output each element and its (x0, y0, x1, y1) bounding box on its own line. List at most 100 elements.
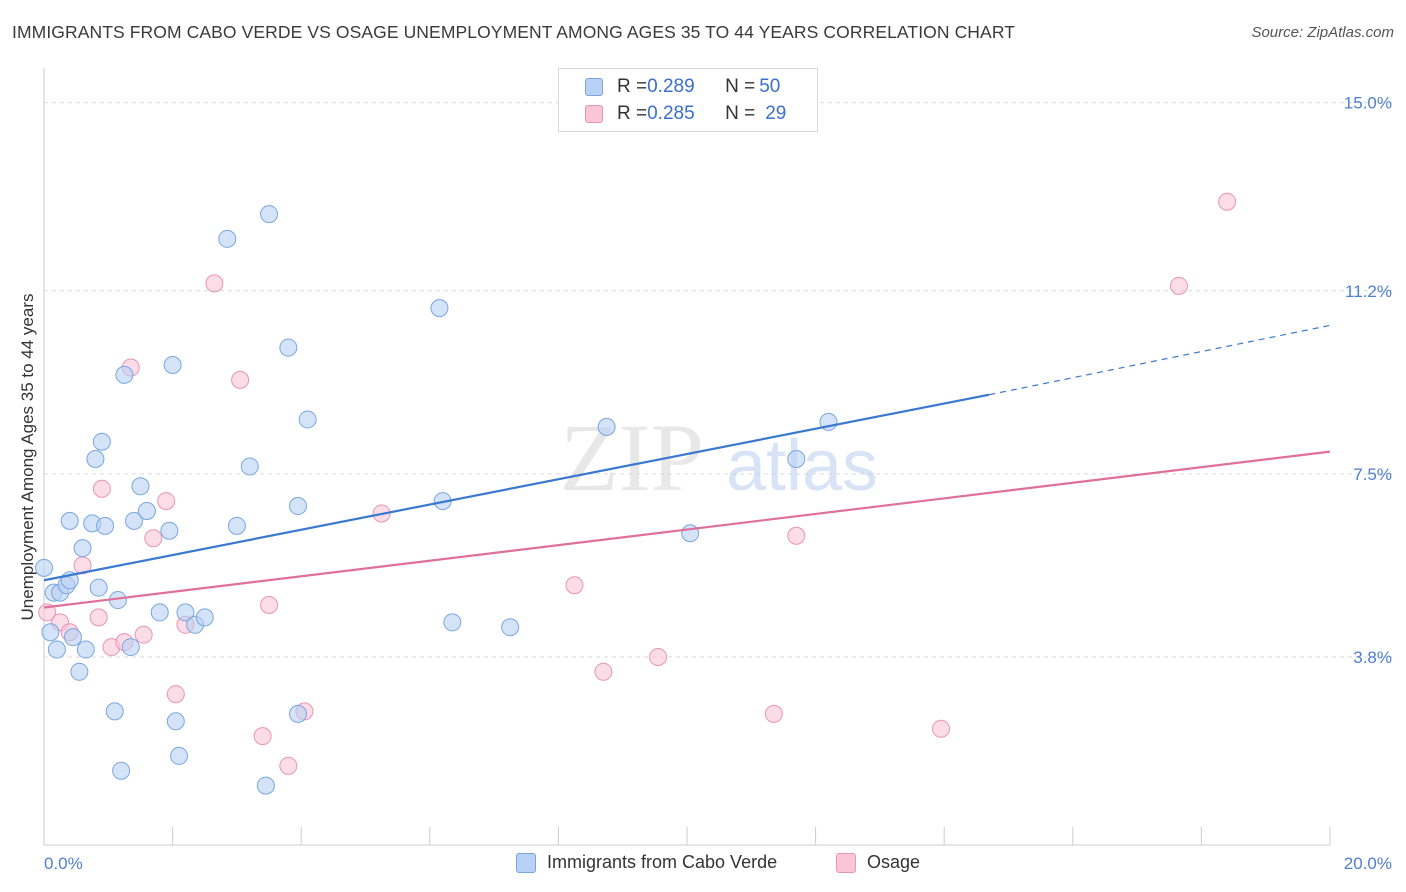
trend-line-osage (43, 450, 1331, 609)
data-point-osage (1169, 276, 1188, 295)
x-tick-label: 20.0% (1344, 854, 1392, 873)
legend-n-value: 29 (765, 103, 787, 124)
data-point-osage (92, 479, 111, 498)
data-point-cabo-verde (260, 205, 279, 224)
data-point-cabo-verde (76, 640, 95, 659)
legend-swatch-pink (585, 105, 603, 123)
data-point-cabo-verde (70, 662, 89, 681)
data-point-cabo-verde (41, 623, 60, 642)
series-legend-label: Osage (867, 852, 921, 872)
data-point-osage (205, 274, 224, 293)
data-point-cabo-verde (218, 229, 237, 248)
series-swatch-blue (516, 852, 536, 873)
watermark-atlas: atlas (726, 426, 878, 506)
legend-row-osage: R = 0.285 N = 29 (585, 102, 786, 126)
grid-lines (44, 102, 1392, 658)
legend-r-label: R = (617, 103, 648, 124)
trend-lines (43, 324, 1331, 609)
y-tick-label: 7.5% (1353, 465, 1392, 484)
legend-n-value: 50 (759, 76, 781, 97)
data-point-cabo-verde (96, 516, 115, 535)
data-point-cabo-verde (288, 704, 307, 723)
series-legend: Immigrants from Cabo Verde Osage (0, 852, 1406, 878)
data-point-osage (231, 370, 250, 389)
legend-row-cabo-verde: R = 0.289 N = 50 (585, 75, 780, 99)
legend-swatch-blue (585, 78, 603, 96)
source-label: Source: ZipAtlas.com (1251, 24, 1394, 41)
data-point-osage (565, 576, 584, 595)
data-point-cabo-verde (89, 578, 108, 597)
series-legend-osage[interactable]: Osage (836, 852, 920, 873)
data-point-cabo-verde (73, 539, 92, 558)
data-point-cabo-verde (240, 457, 259, 476)
series-swatch-pink (836, 852, 856, 873)
y-tick-label: 3.8% (1353, 648, 1392, 667)
x-tick-label: 0.0% (44, 854, 83, 873)
data-point-osage (787, 526, 806, 545)
data-point-osage (157, 492, 176, 511)
data-point-cabo-verde (105, 702, 124, 721)
data-point-cabo-verde (170, 746, 189, 765)
data-point-osage (1218, 192, 1237, 211)
data-point-cabo-verde (279, 338, 298, 357)
data-point-osage (594, 662, 613, 681)
trend-line-cabo-verde-extension (989, 324, 1331, 396)
data-point-cabo-verde (787, 450, 806, 469)
data-point-cabo-verde (47, 640, 66, 659)
data-point-cabo-verde (92, 432, 111, 451)
watermark: ZIP atlas (560, 404, 878, 511)
data-point-cabo-verde (160, 521, 179, 540)
data-point-cabo-verde (63, 628, 82, 647)
data-point-cabo-verde (150, 603, 169, 622)
data-point-cabo-verde (288, 497, 307, 516)
data-point-cabo-verde (131, 477, 150, 496)
data-point-cabo-verde (430, 299, 449, 318)
series-legend-cabo-verde[interactable]: Immigrants from Cabo Verde (516, 852, 777, 873)
data-point-osage (89, 608, 108, 627)
data-point-cabo-verde (115, 365, 134, 384)
data-point-osage (144, 529, 163, 548)
chart-title: IMMIGRANTS FROM CABO VERDE VS OSAGE UNEM… (12, 22, 1016, 42)
series-legend-label: Immigrants from Cabo Verde (547, 852, 778, 872)
data-point-cabo-verde (137, 501, 156, 520)
watermark-zip: ZIP (560, 404, 704, 511)
data-point-cabo-verde (681, 524, 700, 543)
axes (43, 68, 1331, 846)
data-point-cabo-verde (195, 608, 214, 627)
legend-r-value: 0.285 (647, 103, 695, 124)
data-point-cabo-verde (121, 638, 140, 657)
data-point-osage (166, 685, 185, 704)
data-point-cabo-verde (256, 776, 275, 795)
data-point-cabo-verde (60, 511, 79, 530)
x-tick-labels: 0.0% 20.0% (44, 854, 1392, 873)
data-point-cabo-verde (166, 712, 185, 731)
data-point-osage (38, 603, 57, 622)
data-point-cabo-verde (112, 761, 131, 780)
data-point-osage (931, 719, 950, 738)
data-point-osage (764, 704, 783, 723)
data-point-osage (253, 727, 272, 746)
data-point-cabo-verde (86, 450, 105, 469)
data-point-osage (279, 756, 298, 775)
legend-r-label: R = (617, 76, 648, 97)
legend-n-label: N = (725, 76, 756, 97)
data-point-cabo-verde (227, 516, 246, 535)
legend-n-label: N = (725, 103, 756, 124)
y-tick-label: 15.0% (1344, 94, 1392, 113)
data-point-cabo-verde (501, 618, 520, 637)
data-point-osage (649, 647, 668, 666)
legend-r-value: 0.289 (647, 76, 695, 97)
cabo-verde-points (35, 205, 838, 795)
data-point-cabo-verde (298, 410, 317, 429)
data-point-cabo-verde (125, 511, 144, 530)
y-tick-label: 11.2% (1345, 282, 1392, 301)
y-axis-title: Unemployment Among Ages 35 to 44 years (18, 294, 37, 621)
data-point-cabo-verde (597, 417, 616, 436)
data-point-cabo-verde (35, 558, 53, 577)
correlation-legend: R = 0.289 N = 50 R = 0.285 N = 29 (558, 68, 818, 132)
trend-line-cabo-verde (43, 393, 990, 582)
data-point-cabo-verde (443, 613, 462, 632)
data-point-osage (260, 596, 279, 615)
data-point-osage (134, 625, 153, 644)
